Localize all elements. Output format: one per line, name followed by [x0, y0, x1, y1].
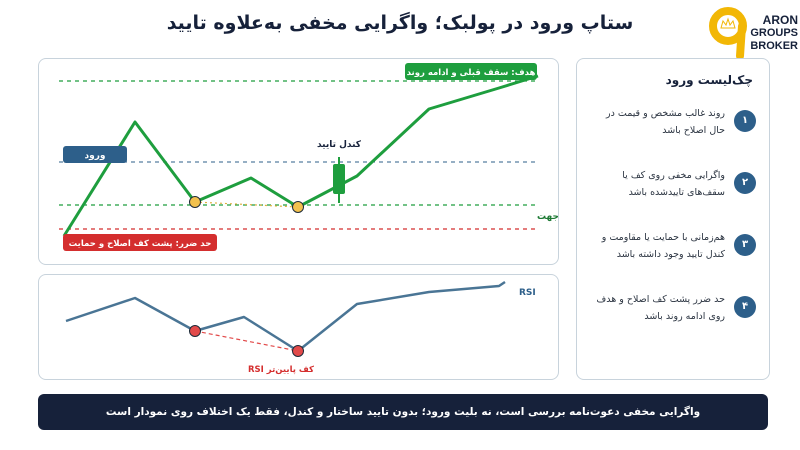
checklist-text-4: حد ضرر پشت کف اصلاح و هدف روی ادامه روند…: [596, 294, 725, 322]
checklist-text-2: واگرایی مخفی روی کف یا سقف‌های تاییدشده …: [622, 170, 725, 198]
brand-logo: ARON GROUPS BROKER: [704, 4, 800, 60]
logo-word-3: BROKER: [750, 40, 798, 52]
checklist-number-4: ۴: [734, 296, 756, 318]
price-low-marker-1: [189, 196, 201, 208]
rsi-divergence-line: [194, 330, 299, 352]
checklist-number-1: ۱: [734, 110, 756, 132]
checklist-item-3: ۳ هم‌زمانی با حمایت یا مقاومت و کندل تای…: [577, 221, 769, 269]
entry-label: ورود: [85, 151, 106, 161]
checklist-panel: چک‌لیست ورود ۱ روند غالب مشخص و قیمت در …: [576, 58, 770, 380]
checklist-number-2: ۲: [734, 172, 756, 194]
rsi-chart: RSI کف پایین‌تر RSI: [65, 280, 536, 375]
rsi-chart-panel: RSI کف پایین‌تر RSI: [38, 274, 559, 380]
rsi-low-marker-1: [189, 325, 201, 337]
logo-nine-mark: [709, 7, 747, 60]
price-chart-panel: هدف: سقف قبلی و ادامه روند ورود کندل تای…: [38, 58, 559, 265]
price-low-marker-2: [292, 201, 304, 213]
target-label-box: [405, 63, 537, 80]
checklist-number-3: ۳: [734, 234, 756, 256]
higher-low-connector: [194, 201, 299, 208]
logo-word-1: ARON: [762, 13, 798, 27]
checklist-text-1: روند غالب مشخص و قیمت در حال اصلاح باشد: [606, 108, 725, 136]
entry-label-box: [63, 146, 127, 163]
checklist-text-3: هم‌زمانی با حمایت یا مقاومت و کندل تایید…: [601, 232, 725, 260]
rsi-divergence-label: کف پایین‌تر RSI: [248, 365, 314, 375]
checklist-title: چک‌لیست ورود: [665, 73, 753, 87]
confirm-candle-label: کندل تایید: [317, 140, 362, 150]
target-label: هدف: سقف قبلی و ادامه روند: [407, 68, 536, 78]
stop-label: حد ضرر: پشت کف اصلاح و حمایت: [69, 239, 212, 249]
rsi-line: [65, 280, 506, 353]
confirm-candle-body: [333, 164, 345, 194]
footer-note: واگرایی مخفی دعوت‌نامه بررسی است، نه بلی…: [38, 394, 768, 430]
rsi-title: RSI: [519, 288, 536, 298]
checklist-item-1: ۱ روند غالب مشخص و قیمت در حال اصلاح باش…: [577, 97, 769, 145]
price-chart: هدف: سقف قبلی و ادامه روند ورود کندل تای…: [59, 63, 558, 251]
logo-word-2: GROUPS: [750, 27, 798, 39]
rsi-low-marker-2: [292, 345, 304, 357]
checklist-item-4: ۴ حد ضرر پشت کف اصلاح و هدف روی ادامه رو…: [577, 283, 769, 331]
checklist-item-2: ۲ واگرایی مخفی روی کف یا سقف‌های تاییدشد…: [577, 159, 769, 207]
stop-label-box: [63, 234, 217, 251]
support-label: حمایت هم‌جهت: [537, 212, 558, 222]
page-title: ستاپ ورود در پولبک؛ واگرایی مخفی به‌علاو…: [166, 12, 634, 34]
